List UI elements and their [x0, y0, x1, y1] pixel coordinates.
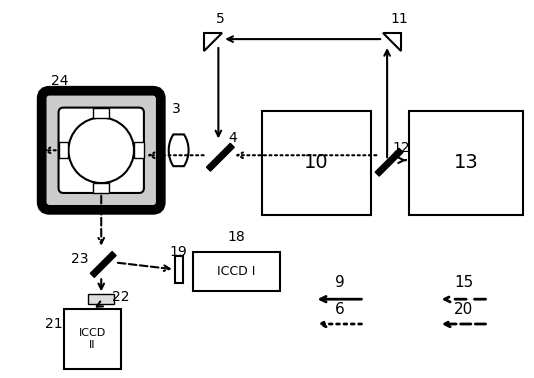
Bar: [59, 143, 68, 158]
Text: 19: 19: [170, 245, 187, 259]
Bar: [262, 111, 371, 215]
Bar: [175, 256, 183, 283]
Text: 21: 21: [45, 317, 62, 331]
Text: 18: 18: [227, 230, 245, 244]
Text: 4: 4: [228, 132, 237, 146]
Text: 22: 22: [112, 290, 130, 304]
Bar: [93, 183, 109, 193]
Polygon shape: [207, 143, 234, 171]
Bar: [93, 108, 109, 118]
Bar: [134, 143, 144, 158]
Text: 6: 6: [335, 302, 344, 317]
FancyBboxPatch shape: [59, 108, 144, 193]
Circle shape: [68, 118, 134, 183]
Bar: [88, 294, 114, 304]
Bar: [64, 309, 121, 369]
Text: 10: 10: [304, 153, 329, 172]
Text: ICCD I: ICCD I: [217, 265, 255, 278]
Text: ICCD
II: ICCD II: [78, 328, 106, 350]
Text: 13: 13: [454, 153, 478, 172]
Text: 20: 20: [454, 302, 473, 317]
Text: 24: 24: [51, 74, 68, 88]
Polygon shape: [383, 33, 401, 51]
Text: 12: 12: [392, 141, 410, 155]
Polygon shape: [375, 148, 403, 176]
Text: 9: 9: [335, 275, 344, 290]
Bar: [193, 251, 280, 291]
Text: 15: 15: [454, 275, 473, 290]
Bar: [409, 111, 523, 215]
Polygon shape: [169, 135, 189, 166]
Text: 11: 11: [390, 12, 408, 26]
Text: 23: 23: [70, 253, 88, 266]
Polygon shape: [90, 251, 116, 277]
Text: 3: 3: [172, 102, 181, 116]
Text: 5: 5: [216, 12, 225, 26]
Polygon shape: [205, 33, 222, 51]
FancyBboxPatch shape: [42, 91, 161, 210]
